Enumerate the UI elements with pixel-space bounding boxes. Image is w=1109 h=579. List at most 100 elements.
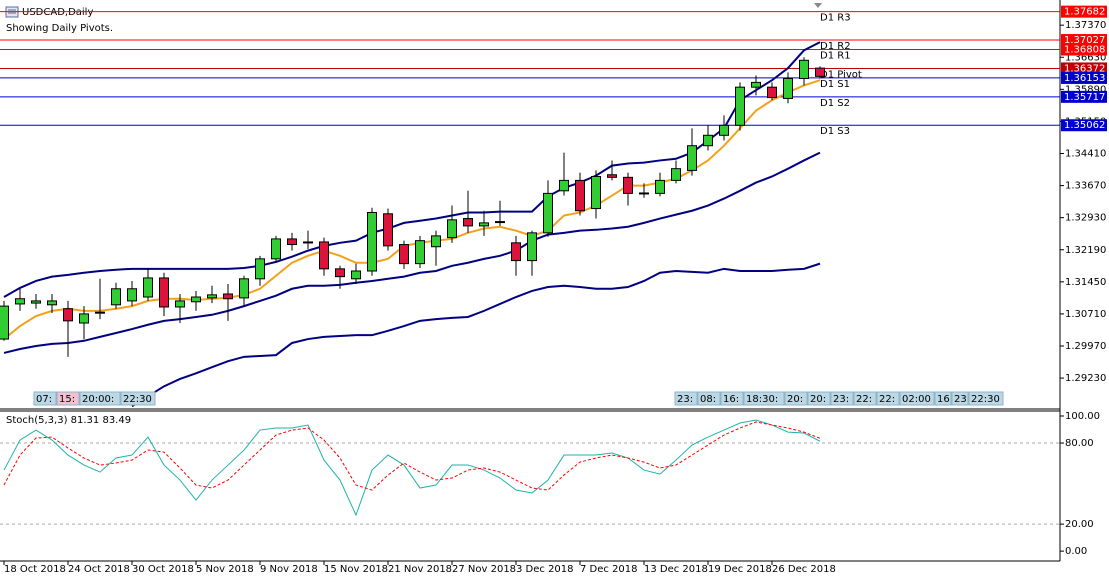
candle-body	[0, 305, 9, 340]
x-tick-label: 21 Nov 2018	[388, 564, 452, 575]
candle-body	[799, 59, 809, 80]
time-marker-box	[743, 391, 785, 406]
time-marker-box	[120, 391, 156, 406]
y-tick-label: 0.00	[1065, 546, 1087, 557]
y-tick-label: 20.00	[1065, 519, 1094, 530]
y-tick-label: 80.00	[1065, 438, 1094, 449]
candle-body	[367, 211, 377, 272]
candle-body	[815, 67, 825, 77]
time-marker: 22:30	[971, 394, 1000, 405]
chart-title: USDCAD,Daily	[22, 7, 93, 18]
y-tick-label: 1.34410	[1065, 149, 1106, 160]
time-marker: 20:	[810, 394, 826, 405]
candle-body	[431, 235, 441, 248]
candle-body	[527, 232, 537, 262]
y-tick-label: 1.29970	[1065, 341, 1106, 352]
candle-body	[319, 241, 329, 270]
candle-body	[655, 179, 665, 194]
candle-body	[671, 168, 681, 181]
pivot-price-label: 1.37027	[1064, 35, 1105, 46]
pivot-price-box	[1061, 90, 1107, 103]
candle-body	[191, 296, 201, 303]
pivot-price-box	[1061, 71, 1107, 84]
pivot-label: D1 S2	[820, 98, 850, 109]
candle-body	[639, 192, 649, 195]
chart-subtitle: Showing Daily Pivots.	[6, 23, 113, 34]
candle-body	[623, 176, 633, 194]
time-marker: 16:	[723, 394, 739, 405]
candle-body	[351, 270, 361, 280]
candle-body	[767, 86, 777, 99]
pivot-label: D1 R1	[820, 51, 851, 62]
time-marker-box	[830, 391, 854, 406]
candle-body	[47, 300, 57, 306]
candle-body	[223, 293, 233, 300]
candle-body	[511, 242, 521, 262]
time-marker-box	[934, 391, 952, 406]
x-tick-label: 13 Dec 2018	[644, 564, 708, 575]
time-marker: 20:	[787, 394, 803, 405]
candle-body	[703, 134, 713, 147]
indicator-line	[3, 151, 821, 354]
time-marker: 18:30:	[746, 394, 778, 405]
candle-body	[495, 221, 505, 224]
candle-body	[415, 240, 425, 265]
candle-body	[783, 78, 793, 99]
x-tick-label: 24 Oct 2018	[68, 564, 130, 575]
y-tick-label: 1.35890	[1065, 84, 1106, 95]
candle-body	[575, 179, 585, 212]
indicator-title: Stoch(5,3,3) 81.31 83.49	[6, 415, 131, 426]
time-marker-box	[674, 391, 698, 406]
candle-body	[543, 192, 553, 234]
pivot-price-label: 1.35062	[1064, 120, 1105, 131]
time-marker-box	[33, 391, 57, 406]
x-tick-label: 26 Dec 2018	[772, 564, 836, 575]
time-marker-box	[79, 391, 121, 406]
pivot-price-box	[1061, 43, 1107, 56]
y-tick-label: 1.32190	[1065, 245, 1106, 256]
pivot-price-box	[1061, 119, 1107, 132]
y-tick-label: 1.36630	[1065, 52, 1106, 63]
y-tick-label: 100.00	[1065, 411, 1100, 422]
oscillator-line	[3, 421, 821, 491]
candle-body	[383, 213, 393, 247]
candle-body	[239, 278, 249, 299]
time-marker-box	[697, 391, 721, 406]
time-marker: 16	[937, 394, 950, 405]
time-marker: 23	[954, 394, 967, 405]
time-marker: 20:00:	[82, 394, 114, 405]
time-marker-box	[807, 391, 831, 406]
y-tick-label: 1.32930	[1065, 213, 1106, 224]
candle-body	[719, 124, 729, 136]
pivot-price-label: 1.36153	[1064, 73, 1105, 84]
time-marker-box	[720, 391, 744, 406]
pivot-label: D1 Pivot	[820, 69, 862, 80]
candle-body	[303, 241, 313, 244]
indicator-line	[3, 41, 821, 298]
pivot-price-label: 1.35717	[1064, 92, 1105, 103]
candle-body	[159, 277, 169, 308]
candle-body	[735, 86, 745, 126]
candle-body	[255, 258, 265, 280]
pivot-label: D1 R3	[820, 13, 851, 24]
candle-body	[111, 288, 121, 306]
shift-marker	[814, 3, 822, 8]
candle-body	[687, 145, 697, 171]
time-marker: 23:	[677, 394, 693, 405]
indicator-line	[3, 79, 821, 340]
candle-body	[79, 313, 89, 324]
x-tick-label: 3 Dec 2018	[516, 564, 574, 575]
indicator-line	[131, 262, 821, 408]
time-marker: 23:	[833, 394, 849, 405]
candle-body	[287, 238, 297, 246]
candle-body	[479, 222, 489, 227]
y-tick-label: 1.30710	[1065, 309, 1106, 320]
time-marker-box	[968, 391, 1004, 406]
x-tick-label: 27 Nov 2018	[452, 564, 516, 575]
candle-body	[127, 288, 137, 302]
x-tick-label: 7 Dec 2018	[580, 564, 638, 575]
pivot-label: D1 S3	[820, 126, 850, 137]
pivot-price-label: 1.36808	[1064, 45, 1105, 56]
candle-body	[143, 277, 153, 298]
